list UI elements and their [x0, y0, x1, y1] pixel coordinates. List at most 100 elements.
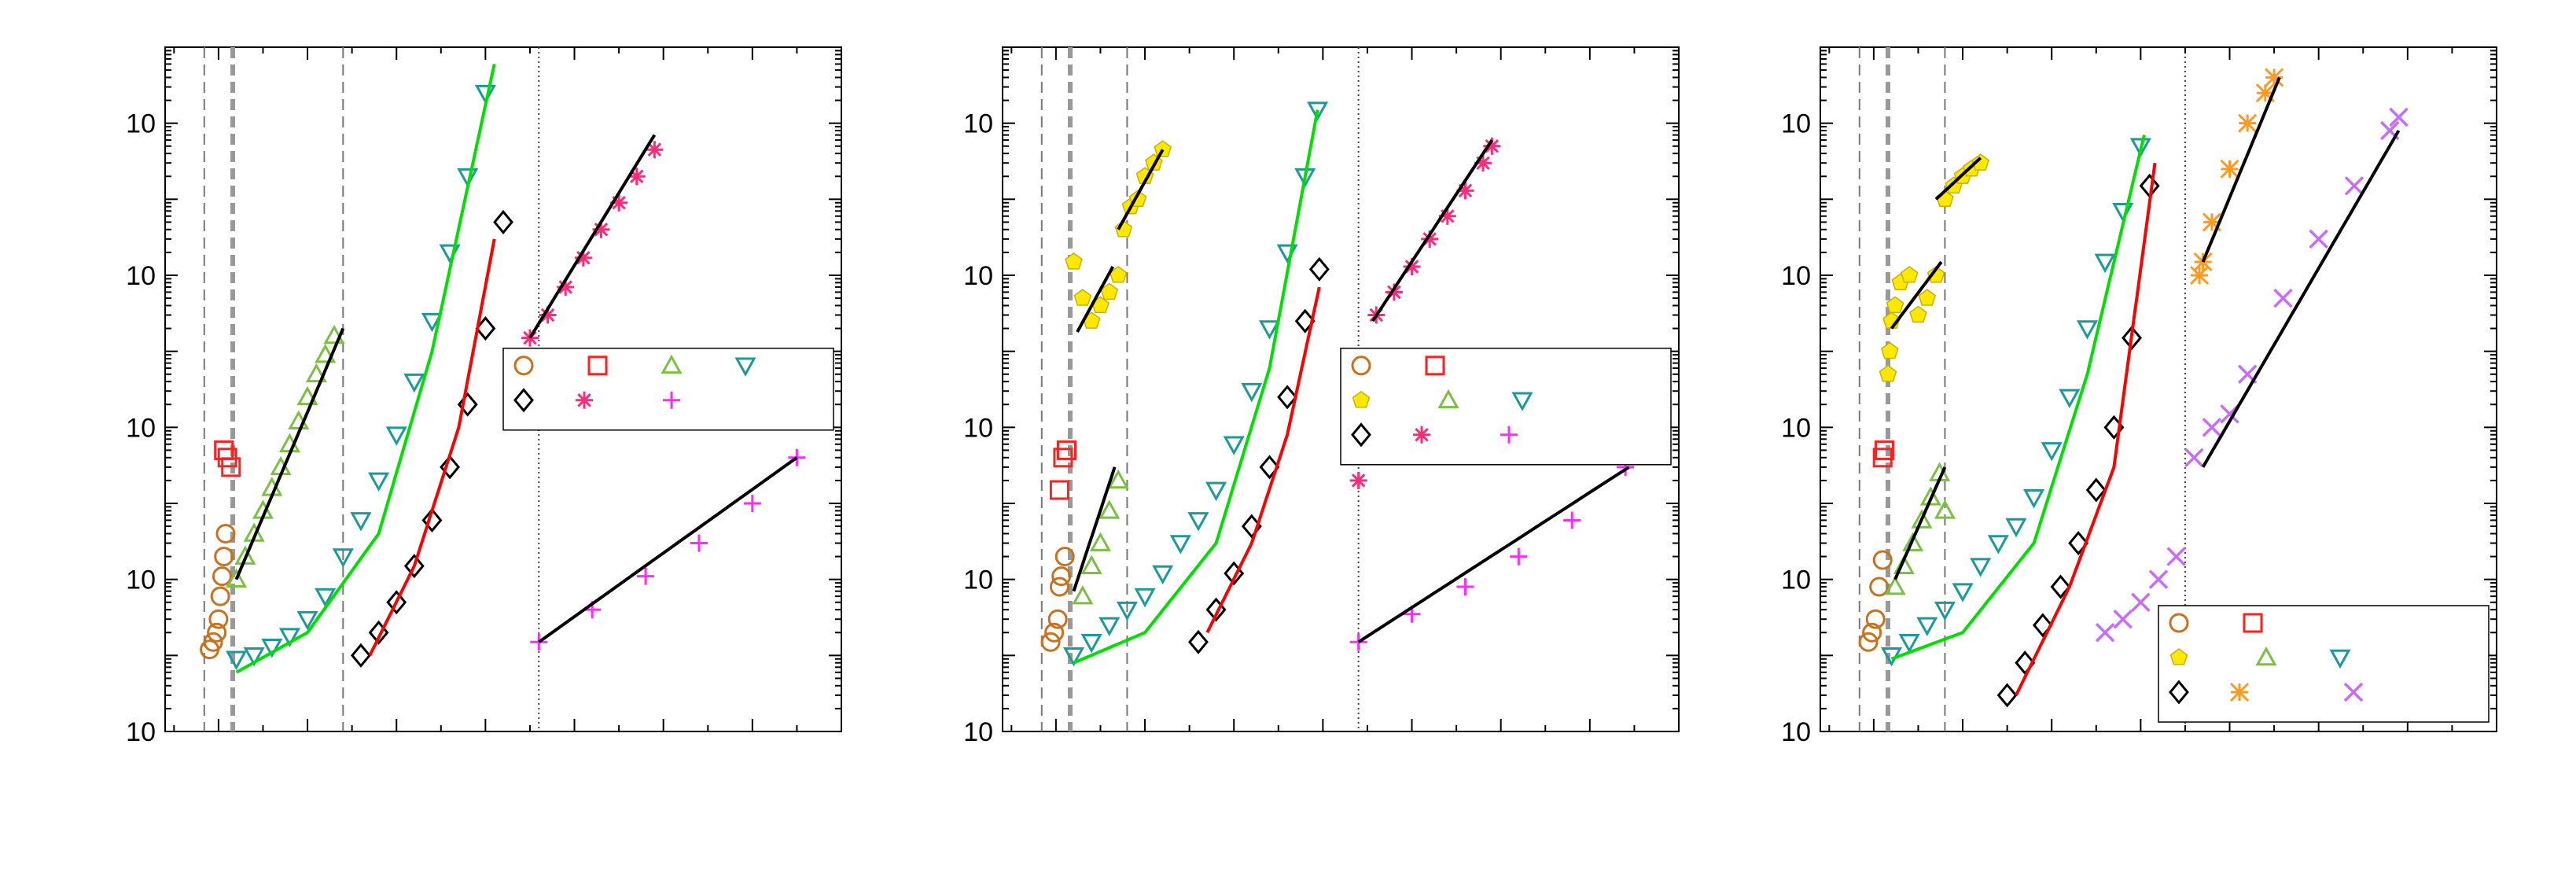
data-point: [1971, 153, 1990, 171]
data-point: [2202, 212, 2221, 232]
data-point: [646, 141, 664, 159]
data-point: [2005, 518, 2027, 538]
legend-marker: [513, 388, 534, 413]
data-point: [690, 534, 708, 552]
data-point: [203, 632, 223, 652]
data-point: [385, 426, 407, 446]
legend-marker: [1500, 426, 1518, 444]
data-point: [2032, 613, 2053, 638]
y-tick-label: 10: [1781, 261, 1811, 291]
legend-marker: [1351, 422, 1371, 448]
data-point: [2389, 107, 2409, 127]
data-point: [208, 609, 229, 629]
legend-marker: [2229, 682, 2250, 702]
y-tick-label: 10: [126, 413, 156, 443]
y-tick-label: 10: [963, 261, 993, 291]
y-tick-label: 10: [126, 261, 156, 291]
legend-marker: [513, 356, 534, 376]
panel-0: 10 10 10 10 10: [126, 46, 842, 747]
data-point: [2255, 83, 2275, 103]
plot-frame-1: [1002, 46, 1680, 732]
data-point: [1884, 575, 1906, 595]
data-point: [261, 639, 283, 658]
data-point: [1898, 634, 1920, 654]
data-point: [1040, 632, 1061, 652]
data-point: [530, 633, 548, 651]
data-point: [2166, 547, 2186, 566]
legend-marker: [587, 356, 608, 376]
fit-line: [2201, 76, 2281, 263]
fit-line: [1117, 149, 1165, 230]
plot-frame-0: [164, 46, 842, 732]
data-point: [2023, 489, 2045, 509]
y-tick-label: 10: [963, 413, 993, 443]
data-point: [210, 586, 230, 606]
data-point: [1187, 629, 1209, 654]
data-point: [1926, 266, 1945, 283]
data-point: [386, 590, 407, 615]
data-point: [610, 193, 628, 212]
data-point: [403, 554, 425, 579]
data-point: [305, 363, 327, 383]
y-tick-label: 10: [1781, 413, 1811, 443]
data-point: [1385, 283, 1403, 301]
data-point: [315, 344, 337, 363]
data-point: [557, 278, 575, 296]
data-point: [1872, 550, 1893, 570]
data-point: [2309, 229, 2328, 249]
series-PH: [1880, 138, 2151, 667]
legend-marker: [576, 391, 593, 409]
data-point: [1970, 558, 1992, 577]
data-point: [1893, 555, 1915, 574]
data-point: [1223, 436, 1245, 455]
data-point: [2015, 650, 2036, 676]
data-point: [2076, 320, 2099, 340]
data-point: [1858, 632, 1879, 652]
data-point: [440, 455, 461, 480]
y-axis-1: 10 10 10 10 10: [963, 46, 1679, 747]
data-point: [1902, 532, 1924, 551]
fit-line: [1371, 138, 1494, 322]
data-point: [1879, 364, 1897, 382]
fit-line: [234, 327, 345, 580]
data-point: [457, 392, 478, 417]
data-point: [1080, 555, 1102, 574]
data-point: [350, 512, 372, 532]
data-point: [1918, 289, 1937, 306]
data-point: [1886, 296, 1904, 314]
data-point: [1049, 480, 1069, 500]
fit-line: [2015, 162, 2157, 696]
series-PL: [225, 324, 345, 588]
series-MWS: [1879, 153, 1990, 382]
data-point: [212, 566, 232, 587]
data-point: [1152, 565, 1174, 585]
data-point: [1187, 512, 1209, 532]
data-point: [1510, 547, 1528, 566]
data-point: [225, 568, 248, 588]
data-point: [1563, 511, 1581, 529]
data-point: [1308, 256, 1330, 282]
data-point: [1934, 601, 1956, 621]
data-point: [1874, 440, 1894, 460]
data-point: [1934, 499, 1956, 519]
data-point: [2068, 531, 2089, 556]
data-point: [627, 168, 646, 186]
fit-line: [1076, 266, 1115, 333]
data-point: [1054, 547, 1075, 567]
fit-line: [1205, 286, 1321, 634]
series-PH: [1062, 101, 1329, 667]
data-point: [2148, 569, 2169, 589]
data-point: [1073, 289, 1092, 306]
data-point: [474, 84, 496, 105]
data-point: [1996, 683, 2018, 708]
data-point: [243, 647, 265, 667]
data-point: [332, 548, 354, 568]
data-point: [1456, 578, 1474, 596]
data-point: [521, 329, 539, 347]
data-point: [1872, 448, 1893, 468]
data-point: [1080, 634, 1102, 654]
fit-line: [1890, 260, 1943, 330]
data-point: [2094, 253, 2116, 274]
